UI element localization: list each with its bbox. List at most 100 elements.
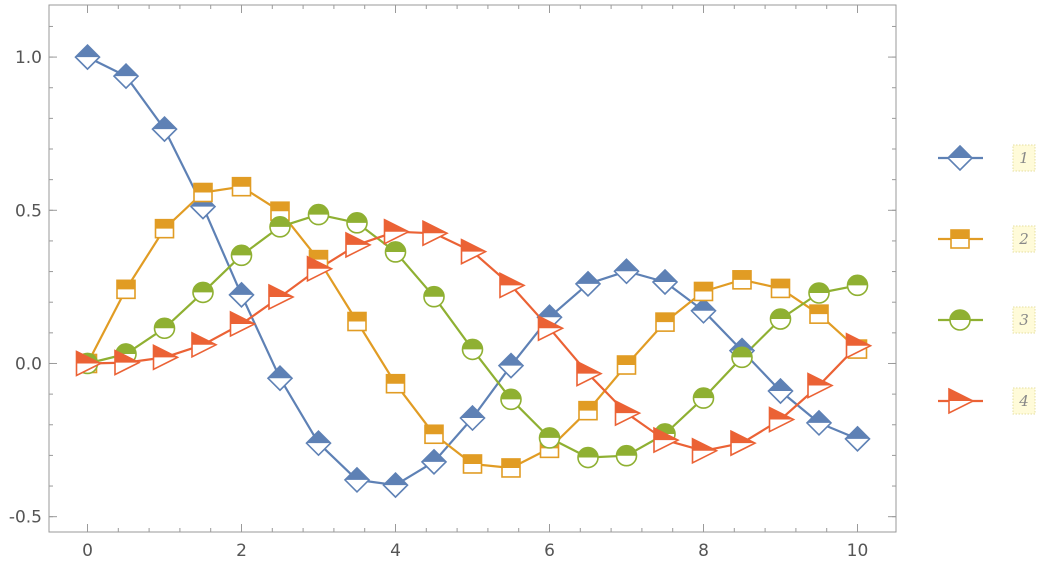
series-layer — [74, 43, 873, 499]
series-3-point — [192, 281, 214, 304]
series-2-point — [347, 311, 367, 332]
series-1-point — [459, 404, 486, 432]
series-3-point — [384, 241, 407, 263]
legend-label-box — [1012, 306, 1036, 334]
x-tick-label: 8 — [698, 541, 709, 561]
legend-marker — [950, 229, 970, 249]
series-2-markers — [77, 176, 868, 478]
x-tick-label: 2 — [236, 541, 247, 561]
series-2-point — [732, 270, 752, 290]
series-4-point — [229, 310, 257, 338]
series-4-point — [114, 349, 141, 376]
series-4-point — [460, 238, 488, 265]
series-1-point — [266, 365, 294, 392]
series-4-point — [653, 426, 680, 454]
y-tick-label: -0.5 — [9, 508, 42, 528]
series-4-point — [691, 437, 719, 465]
y-tick-label: 1.0 — [15, 48, 42, 68]
x-tick-label: 0 — [82, 541, 93, 561]
legend-label-box — [1012, 144, 1036, 172]
series-2-point — [193, 182, 213, 203]
series-2-point — [655, 312, 675, 332]
legend-label: 3 — [1019, 311, 1029, 329]
series-2-point — [462, 454, 483, 474]
x-tick-label: 6 — [544, 541, 555, 561]
series-1-point — [305, 430, 332, 457]
series-1-point — [228, 281, 255, 308]
series-3-point — [230, 244, 253, 267]
series-3-point — [692, 387, 715, 409]
legend-label: 4 — [1018, 392, 1029, 410]
series-4-point — [75, 350, 103, 377]
legend-label: 2 — [1018, 230, 1029, 248]
series-1-point — [112, 62, 140, 90]
series-4-point — [383, 218, 411, 246]
series-2-point — [231, 176, 252, 197]
series-1-point — [690, 297, 717, 324]
series-3-point — [577, 446, 599, 469]
legend-marker — [948, 387, 975, 415]
series-4-point — [268, 283, 295, 311]
series-1-point — [382, 471, 409, 499]
series-3-point — [423, 285, 445, 308]
series-4-markers — [75, 218, 873, 465]
series-3-point — [153, 317, 176, 340]
series-3-point — [538, 427, 561, 449]
series-3-point — [346, 212, 368, 234]
series-4-point — [614, 399, 642, 427]
series-1-point — [151, 115, 178, 143]
series-3-point — [269, 216, 291, 238]
series-3-point — [808, 282, 830, 304]
series-2-point — [424, 424, 444, 445]
x-tick-label: 10 — [847, 541, 869, 561]
series-1-point — [574, 270, 602, 297]
legend-entry-3: 3 — [938, 306, 1036, 334]
series-2-point — [501, 458, 521, 478]
legend-label-box — [1012, 387, 1036, 415]
series-1-point — [805, 409, 833, 437]
series-3-point — [307, 203, 330, 226]
series-4-point — [422, 219, 449, 247]
legend-label: 1 — [1019, 149, 1029, 167]
series-3-point — [769, 308, 792, 330]
legend-marker — [949, 309, 971, 331]
series-4-point — [499, 272, 526, 299]
y-tick-label: 0.0 — [15, 354, 42, 374]
legend-entry-2: 2 — [938, 225, 1036, 253]
legend-entry-4: 4 — [938, 387, 1036, 415]
series-2-point — [116, 279, 136, 300]
series-3-point — [846, 274, 869, 297]
legend-marker — [946, 144, 974, 172]
series-2-point — [809, 304, 829, 324]
series-1-point — [767, 377, 794, 405]
series-4-point — [345, 231, 372, 259]
series-3-point — [615, 444, 638, 467]
plot-frame: 0 2 4 6 8 10 -0.5 0.0 0.5 1.0 — [9, 4, 897, 561]
x-tick-label: 4 — [390, 541, 401, 561]
series-4-point — [845, 332, 873, 360]
series-4-point — [537, 314, 565, 342]
series-2-point — [770, 278, 791, 299]
series-4-point — [152, 344, 180, 371]
legend: 1 2 3 4 — [938, 144, 1036, 415]
series-4-point — [768, 406, 796, 433]
series-1-point — [613, 258, 640, 285]
series-4-point — [191, 331, 218, 359]
series-4-point — [306, 255, 334, 283]
y-tick-label: 0.5 — [15, 201, 42, 221]
series-4-point — [576, 360, 603, 387]
plot-frame-border — [48, 4, 897, 533]
series-1-point — [420, 448, 448, 475]
legend-entry-1: 1 — [938, 144, 1036, 172]
series-1-point — [844, 425, 871, 452]
legend-label-box — [1012, 225, 1036, 253]
series-1-point — [651, 268, 679, 296]
series-1-point — [74, 43, 101, 71]
series-3-markers — [76, 203, 869, 469]
series-4-point — [730, 429, 757, 457]
series-2-point — [616, 355, 637, 375]
series-1-point — [343, 466, 371, 494]
series-3-point — [731, 346, 753, 369]
series-3-point — [461, 338, 484, 361]
